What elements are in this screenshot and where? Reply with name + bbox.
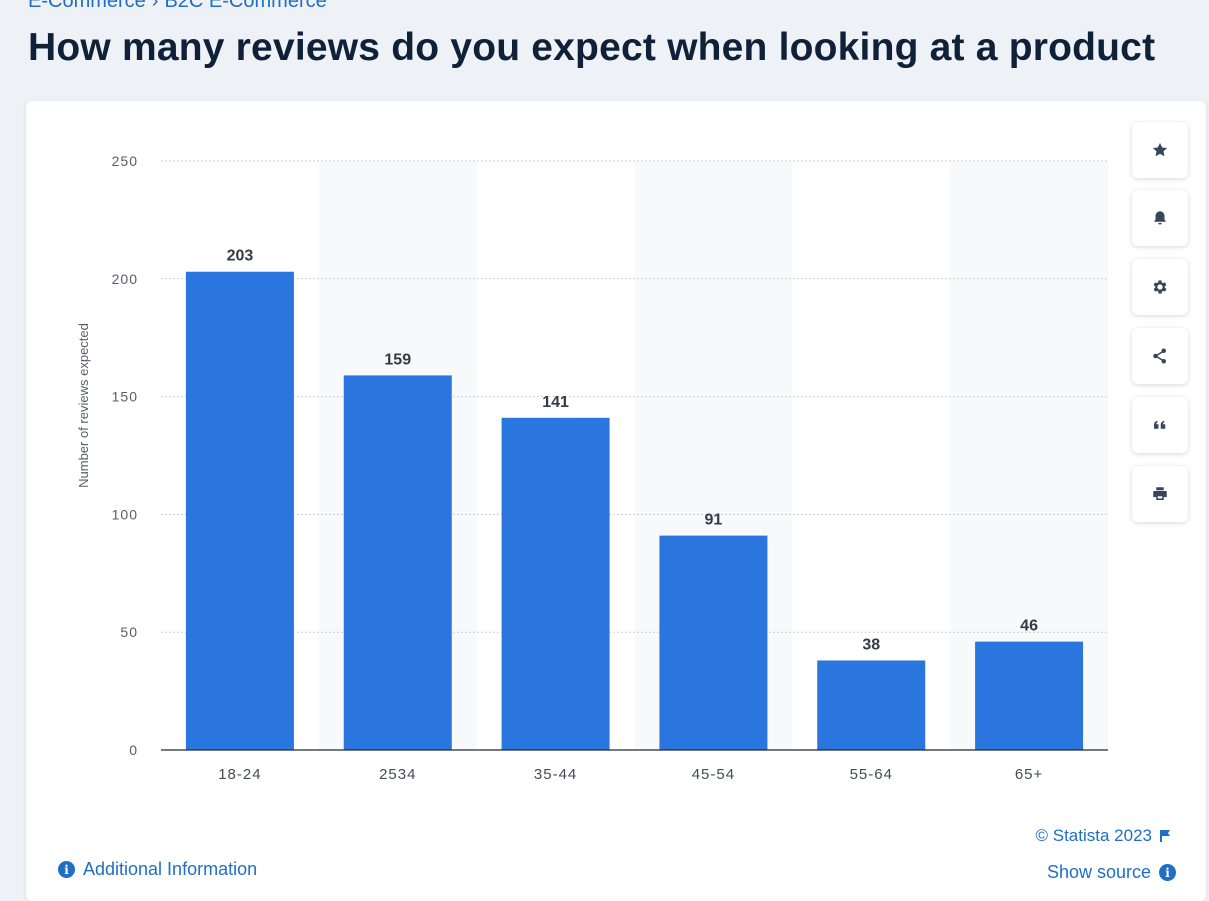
x-tick-label: 2534 — [379, 766, 416, 783]
breadcrumb: E-Commerce › B2C E-Commerce — [28, 0, 327, 13]
share-button[interactable] — [1132, 328, 1188, 384]
bars — [185, 271, 1084, 750]
breadcrumb-item[interactable]: B2C E-Commerce — [164, 0, 327, 12]
data-label: 203 — [227, 248, 254, 265]
show-source-label: Show source — [1046, 862, 1151, 882]
breadcrumb-separator: › — [151, 0, 159, 12]
x-tick-label: 55-64 — [850, 766, 893, 783]
breadcrumb-item[interactable]: E-Commerce — [28, 0, 146, 12]
x-tick-label: 35-44 — [534, 766, 577, 783]
bar[interactable] — [659, 535, 768, 750]
bar[interactable] — [185, 271, 294, 750]
x-tick-label: 45-54 — [692, 766, 735, 783]
alternating-bands — [318, 161, 1108, 750]
data-label: 38 — [862, 636, 880, 653]
credit-text: © Statista 2023 — [1035, 826, 1153, 845]
additional-information-link[interactable]: i Additional Information — [58, 859, 257, 880]
y-tick-label: 200 — [112, 271, 138, 287]
show-source-link[interactable]: Show source i — [1047, 862, 1176, 883]
x-axis-ticks: 18-24 2534 35-44 45-54 55-64 65+ — [218, 766, 1043, 783]
data-label: 159 — [384, 351, 411, 368]
y-tick-label: 100 — [112, 506, 138, 522]
quote-icon — [1154, 420, 1166, 429]
flag-icon — [1160, 830, 1170, 842]
y-tick-label: 0 — [129, 742, 138, 758]
page-title: How many reviews do you expect when look… — [28, 26, 1156, 69]
chart-card: 0 50 100 150 200 250 203 159 141 91 38 46 18-24 253… — [26, 101, 1206, 901]
favorite-button[interactable] — [1132, 122, 1188, 178]
notification-button[interactable] — [1132, 190, 1188, 246]
share-icon — [1153, 348, 1166, 364]
additional-information-label: Additional Information — [83, 859, 258, 879]
y-axis-ticks: 0 50 100 150 200 250 — [112, 153, 138, 758]
bar-chart: 0 50 100 150 200 250 203 159 141 91 38 46 18-24 253… — [76, 153, 1108, 783]
bar[interactable] — [501, 417, 610, 750]
y-tick-label: 50 — [120, 624, 138, 640]
bar[interactable] — [817, 660, 926, 750]
data-label: 91 — [705, 512, 723, 529]
x-tick-label: 18-24 — [218, 766, 261, 783]
y-tick-label: 250 — [112, 153, 138, 169]
print-button[interactable] — [1132, 466, 1188, 522]
y-tick-label: 150 — [112, 389, 138, 405]
star-icon — [1152, 142, 1168, 157]
x-tick-label: 65+ — [1015, 766, 1043, 783]
cite-button[interactable] — [1132, 397, 1188, 453]
gridlines — [161, 160, 1108, 633]
info-icon: i — [1159, 864, 1176, 881]
statista-credit[interactable]: © Statista 2023 — [1036, 826, 1173, 846]
data-label: 141 — [542, 394, 569, 411]
bell-icon — [1154, 211, 1166, 225]
data-label: 46 — [1020, 618, 1038, 635]
gear-icon — [1153, 280, 1167, 294]
info-icon: i — [58, 861, 75, 878]
y-axis-label: Number of reviews expected — [76, 323, 91, 488]
data-labels: 203 159 141 91 38 46 — [227, 248, 1039, 654]
settings-button[interactable] — [1132, 259, 1188, 315]
bar[interactable] — [343, 375, 452, 750]
printer-icon — [1153, 487, 1167, 500]
bar[interactable] — [975, 641, 1084, 750]
